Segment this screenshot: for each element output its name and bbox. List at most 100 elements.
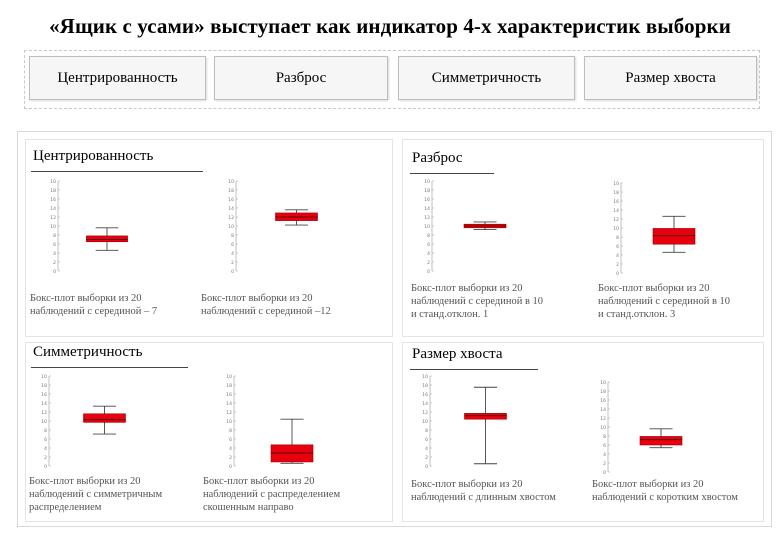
tick-label: 10 bbox=[422, 374, 428, 380]
tick-label: 2 bbox=[229, 455, 232, 461]
tick-label: 4 bbox=[53, 251, 56, 257]
caption-line: скошенным направо bbox=[203, 502, 294, 513]
tick-label: 16 bbox=[422, 392, 428, 398]
tick-label: 0 bbox=[425, 464, 428, 470]
heading-underline bbox=[31, 171, 203, 172]
caption-line: наблюдений с серединой –12 bbox=[201, 306, 331, 317]
tick-label: 16 bbox=[226, 392, 232, 398]
tick-label: 8 bbox=[425, 428, 428, 434]
caption-spread-1: Бокс-плот выборки из 20 наблюдений с сер… bbox=[411, 282, 543, 321]
tick-label: 6 bbox=[616, 244, 619, 250]
tick-label: 0 bbox=[229, 464, 232, 470]
tick-label: 2 bbox=[427, 260, 430, 266]
tick-label: 8 bbox=[231, 233, 234, 239]
caption-line: наблюдений с симметричным bbox=[29, 489, 163, 500]
tick-label: 2 bbox=[425, 455, 428, 461]
tick-label: 0 bbox=[44, 464, 47, 470]
iqr-box bbox=[464, 413, 507, 420]
tick-label: 10 bbox=[228, 224, 234, 230]
tick-label: 18 bbox=[228, 188, 234, 194]
tick-label: 2 bbox=[53, 260, 56, 266]
tick-label: 6 bbox=[231, 242, 234, 248]
characteristics-bar: Центрированность Разброс Симметричность … bbox=[24, 50, 760, 109]
heading-underline bbox=[410, 369, 538, 370]
tick-label: 4 bbox=[44, 446, 47, 452]
tick-label: 14 bbox=[41, 401, 47, 407]
tick-label: 6 bbox=[53, 242, 56, 248]
caption-center-1: Бокс-плот выборки из 20 наблюдений с сер… bbox=[30, 292, 157, 318]
caption-line: распределением bbox=[29, 502, 102, 513]
caption-line: наблюдений с серединой в 10 bbox=[411, 296, 544, 307]
tick-label: 8 bbox=[229, 428, 232, 434]
tick-label: 6 bbox=[425, 437, 428, 443]
tab-symmetry[interactable]: Симметричность bbox=[398, 56, 575, 100]
tick-label: 10 bbox=[226, 419, 232, 425]
tab-centering[interactable]: Центрированность bbox=[29, 56, 206, 100]
boxplot-center-1: 10 18 16 14 12 10 8 6 4 2 0 bbox=[50, 179, 128, 275]
caption-sym-2: Бокс-плот выборки из 20 наблюдений с рас… bbox=[203, 475, 340, 514]
caption-line: Бокс-плот выборки из 20 bbox=[598, 283, 710, 294]
tick-label: 14 bbox=[424, 206, 430, 212]
caption-line: Бокс-плот выборки из 20 bbox=[29, 476, 141, 487]
tick-label: 6 bbox=[427, 242, 430, 248]
tick-label: 18 bbox=[613, 190, 619, 196]
heading-underline bbox=[31, 367, 188, 368]
caption-sym-1: Бокс-плот выборки из 20 наблюдений с сим… bbox=[29, 475, 162, 514]
cell-tail bbox=[402, 342, 764, 522]
tick-label: 12 bbox=[600, 416, 606, 422]
caption-tail-2: Бокс-плот выборки из 20 наблюдений с кор… bbox=[592, 478, 738, 504]
boxplot-sym-1: 10 18 16 14 12 10 8 6 4 2 0 bbox=[41, 374, 126, 470]
tick-label: 10 bbox=[613, 226, 619, 232]
tick-label: 10 bbox=[226, 374, 232, 380]
tick-label: 14 bbox=[613, 208, 619, 214]
cell-spread bbox=[402, 139, 764, 337]
caption-line: Бокс-плот выборки из 20 bbox=[411, 479, 523, 490]
tick-label: 16 bbox=[41, 392, 47, 398]
caption-tail-1: Бокс-плот выборки из 20 наблюдений с дли… bbox=[411, 478, 556, 504]
caption-spread-2: Бокс-плот выборки из 20 наблюдений с сер… bbox=[598, 282, 730, 321]
tick-label: 14 bbox=[228, 206, 234, 212]
tick-label: 10 bbox=[424, 224, 430, 230]
tick-label: 12 bbox=[50, 215, 56, 221]
tick-label: 10 bbox=[424, 179, 430, 185]
caption-line: наблюдений с коротким хвостом bbox=[592, 492, 738, 503]
tick-label: 10 bbox=[228, 179, 234, 185]
tick-label: 14 bbox=[422, 401, 428, 407]
caption-line: наблюдений с серединой в 10 bbox=[598, 296, 731, 307]
boxplot-sym-2: 10 18 16 14 12 10 8 6 4 2 0 bbox=[226, 374, 314, 470]
tick-label: 12 bbox=[226, 410, 232, 416]
boxplot-tail-2: 10 18 16 14 12 10 8 6 4 2 0 bbox=[600, 380, 683, 476]
tab-tail-size[interactable]: Размер хвоста bbox=[584, 56, 757, 100]
heading-underline bbox=[410, 173, 494, 174]
caption-line: Бокс-плот выборки из 20 bbox=[30, 293, 142, 304]
tick-label: 10 bbox=[50, 179, 56, 185]
tick-label: 6 bbox=[44, 437, 47, 443]
tick-label: 12 bbox=[424, 215, 430, 221]
tick-label: 10 bbox=[50, 224, 56, 230]
tab-spread[interactable]: Разброс bbox=[214, 56, 388, 100]
tick-label: 10 bbox=[600, 425, 606, 431]
tick-label: 0 bbox=[616, 271, 619, 277]
caption-line: наблюдений с серединой – 7 bbox=[30, 306, 158, 317]
heading-spread: Разброс bbox=[412, 150, 463, 166]
caption-line: Бокс-плот выборки из 20 bbox=[411, 283, 523, 294]
tick-label: 6 bbox=[229, 437, 232, 443]
cell-symmetry bbox=[25, 342, 393, 522]
tick-label: 2 bbox=[603, 461, 606, 467]
tick-label: 8 bbox=[44, 428, 47, 434]
tick-label: 4 bbox=[616, 253, 619, 259]
tick-label: 6 bbox=[603, 443, 606, 449]
heading-symmetry: Симметричность bbox=[33, 344, 143, 360]
tick-label: 18 bbox=[600, 389, 606, 395]
tick-label: 2 bbox=[44, 455, 47, 461]
examples-panel bbox=[17, 131, 772, 527]
tick-label: 4 bbox=[229, 446, 232, 452]
tick-label: 10 bbox=[600, 380, 606, 386]
tick-label: 0 bbox=[427, 269, 430, 275]
tick-label: 18 bbox=[424, 188, 430, 194]
heading-tail: Размер хвоста bbox=[412, 346, 503, 362]
boxplot-spread-2: 10 18 16 14 12 10 8 6 4 2 0 bbox=[613, 181, 696, 277]
tick-label: 14 bbox=[50, 206, 56, 212]
tick-label: 12 bbox=[41, 410, 47, 416]
tick-label: 16 bbox=[613, 199, 619, 205]
